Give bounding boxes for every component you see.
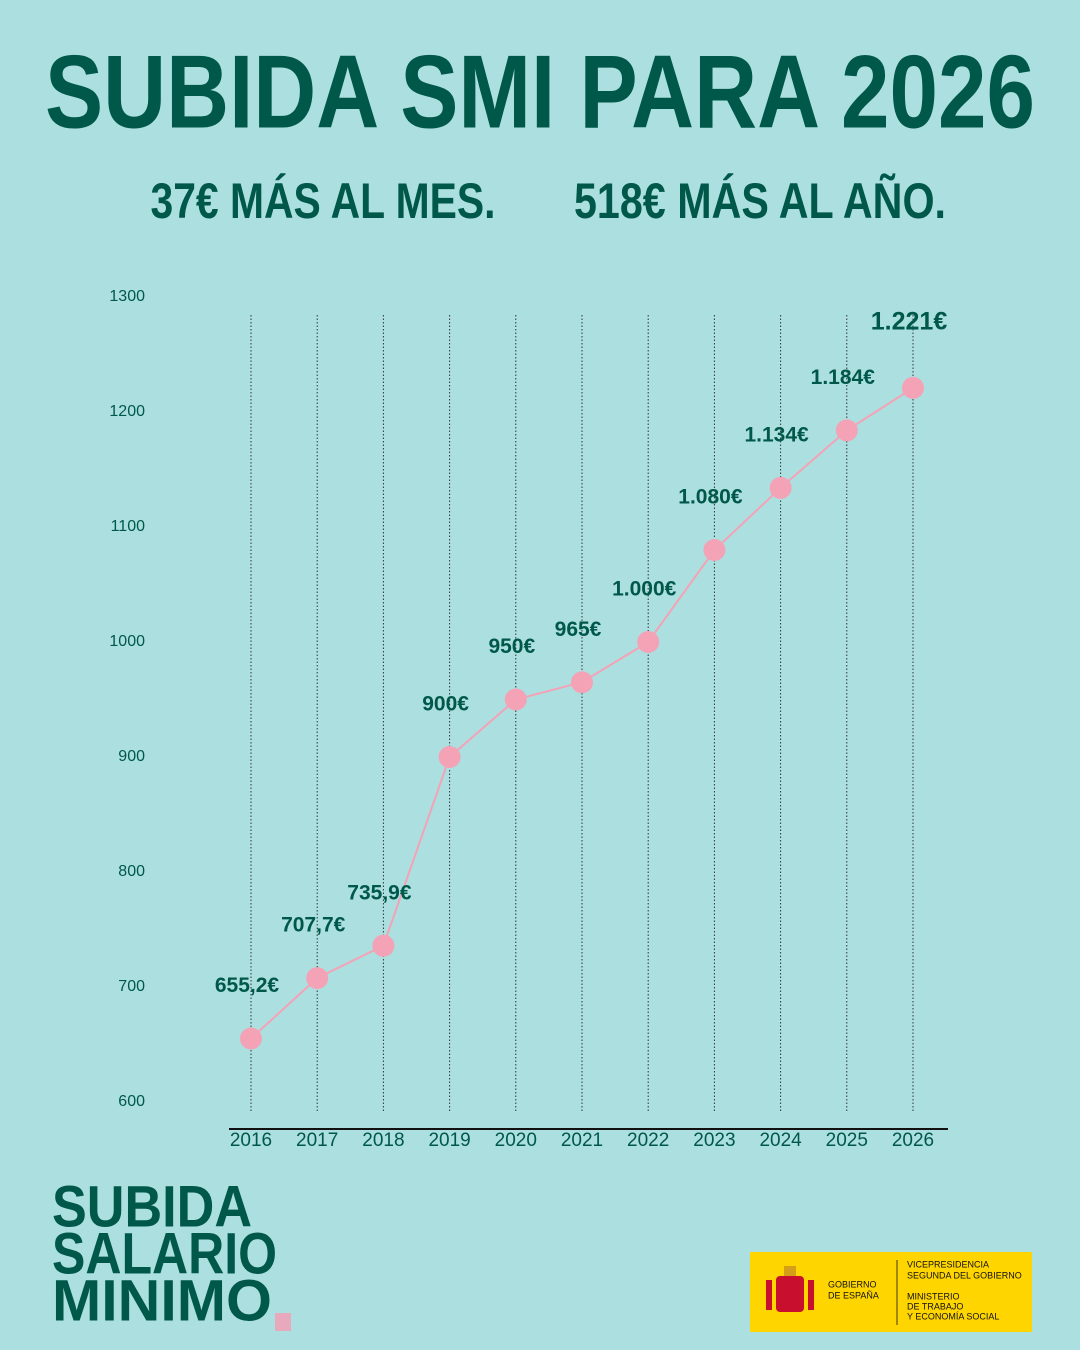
value-label: 707,7€ [281,914,346,937]
logo: SUBIDA SALARIO MINIMO [52,1174,291,1333]
x-tick-label: 2023 [693,1130,735,1151]
x-tick-label: 2022 [627,1130,669,1151]
logo-text: MINIMO [52,1268,272,1333]
coat-of-arms [776,1276,804,1312]
logo-text: SUBIDA [52,1174,252,1239]
pillar [808,1280,814,1310]
logo-text: SALARIO [52,1221,277,1286]
value-label: 950€ [488,635,535,658]
x-tick-label: 2019 [428,1130,470,1151]
y-tick-label: 1100 [111,518,146,535]
data-point [571,671,593,694]
x-tick-label: 2021 [561,1130,603,1151]
value-label: 1.134€ [744,423,809,446]
value-label: 900€ [422,693,469,716]
logo-text: DE ESPAÑA [828,1290,879,1300]
y-tick-label: 700 [118,978,145,995]
pillar [766,1280,772,1310]
logo-text: SEGUNDA DEL GOBIERNO [907,1270,1022,1280]
logo-text: Y ECONOMÍA SOCIAL [907,1311,999,1321]
data-point [902,376,924,399]
y-tick-label: 1000 [109,633,145,650]
x-tick-label: 2025 [826,1130,868,1151]
y-tick-label: 800 [118,863,145,880]
x-tick-label: 2024 [759,1130,802,1151]
logo-text: VICEPRESIDENCIA [907,1259,989,1269]
data-point [835,419,858,442]
value-label: 655,2€ [215,974,280,997]
x-tick-label: 2020 [495,1130,537,1151]
data-point [306,967,329,990]
data-point [769,476,792,499]
y-tick-label: 1300 [109,288,145,305]
data-point [372,934,395,957]
data-point [240,1027,262,1050]
y-tick-label: 1200 [109,403,145,420]
crown [784,1266,796,1276]
y-tick-label: 600 [118,1093,145,1110]
logo-text: DE TRABAJO [907,1301,963,1311]
value-label: 965€ [555,618,602,641]
x-tick-label: 2016 [230,1130,272,1151]
value-label: 735,9€ [347,881,412,904]
value-label: 1.221€ [871,307,948,335]
data-point [703,539,726,561]
logo-dot [275,1313,291,1331]
chart-title: SUBIDA SMI PARA 2026 [45,34,1035,150]
subtitle: 518€ MÁS AL AÑO. [574,173,946,229]
government-logo: GOBIERNO DE ESPAÑA VICEPRESIDENCIA SEGUN… [750,1252,1032,1332]
x-tick-label: 2018 [362,1130,404,1151]
value-label: 1.000€ [612,578,677,601]
logo-text: GOBIERNO [828,1279,877,1289]
data-point [504,688,527,711]
value-label: 1.080€ [678,486,743,509]
logo-text: MINISTERIO [907,1291,960,1301]
data-point [637,631,660,653]
x-tick-label: 2017 [296,1130,338,1151]
data-point [438,746,461,768]
subtitle: 37€ MÁS AL MES. [151,173,496,229]
value-label: 1.184€ [811,366,876,389]
y-tick-label: 900 [118,748,145,765]
x-tick-label: 2026 [892,1130,934,1151]
